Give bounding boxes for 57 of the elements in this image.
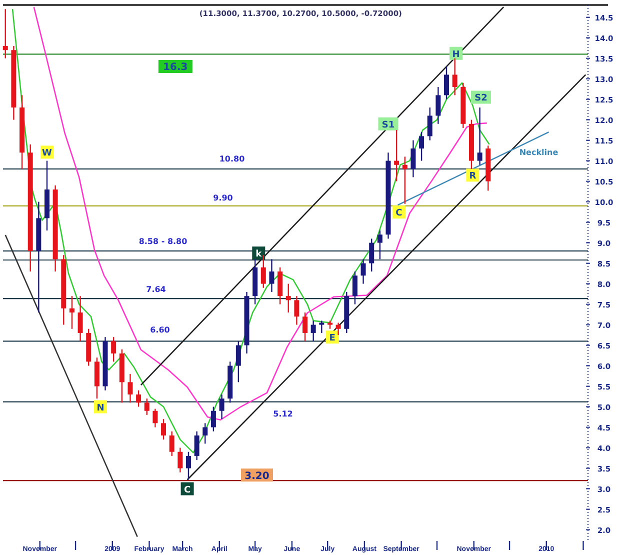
candlestick (128, 373, 133, 404)
candlestick (136, 390, 142, 408)
annotation: S2 (474, 94, 488, 104)
annotation: N (96, 403, 104, 414)
annotation: R (469, 172, 476, 182)
candlestick (352, 270, 358, 305)
candlestick (294, 295, 300, 326)
candlestick (202, 422, 208, 444)
candlestick (336, 322, 341, 336)
candlestick (286, 283, 291, 314)
candlestick (269, 258, 274, 293)
candlestick (360, 258, 366, 284)
candlestick (69, 295, 74, 330)
ref-line-label: 5.12 (273, 409, 293, 418)
candlestick (452, 58, 458, 96)
annotation: C (396, 208, 403, 219)
candlestick (436, 86, 441, 124)
candlestick (427, 106, 432, 141)
candlestick (419, 131, 424, 162)
annotation: 8.58 - 8.80 (138, 236, 188, 246)
series-label: Neckline (519, 148, 559, 158)
candlestick (219, 394, 224, 420)
annotation: H (452, 50, 460, 60)
candlestick (260, 254, 266, 288)
ref-line-label: 3.20 (244, 471, 270, 482)
candlestick (2, 8, 8, 59)
ref-line-label: 10.80 (219, 154, 246, 164)
candlestick (169, 430, 174, 457)
candlestick (111, 336, 116, 362)
ref-line-label: 7.64 (146, 285, 166, 294)
annotation: C (184, 485, 191, 496)
candlestick (302, 312, 308, 342)
ref-line-label: 6.60 (150, 326, 170, 335)
candlestick (194, 430, 200, 461)
candlestick (444, 66, 450, 100)
candlestick (410, 140, 416, 178)
candlestick (377, 230, 382, 260)
candlestick (186, 451, 191, 480)
candlestick (394, 129, 400, 182)
candlestick (78, 295, 83, 342)
candlestick (477, 106, 482, 166)
annotation: k (256, 250, 263, 260)
candlestick (210, 406, 216, 432)
annotation: 16.3 (163, 62, 188, 73)
candlestick (402, 156, 408, 204)
candlestick (319, 320, 324, 334)
candlestick (310, 320, 316, 342)
candlestick (161, 418, 166, 440)
candlestick (144, 398, 150, 416)
candlestick (236, 340, 241, 383)
annotation: W (42, 148, 52, 159)
candlestick (152, 408, 158, 428)
ref-line-label: 9.90 (213, 193, 234, 202)
candlestick (178, 447, 183, 473)
candlestick (369, 238, 374, 272)
annotation: E (329, 334, 336, 344)
annotation: S1 (382, 120, 395, 130)
